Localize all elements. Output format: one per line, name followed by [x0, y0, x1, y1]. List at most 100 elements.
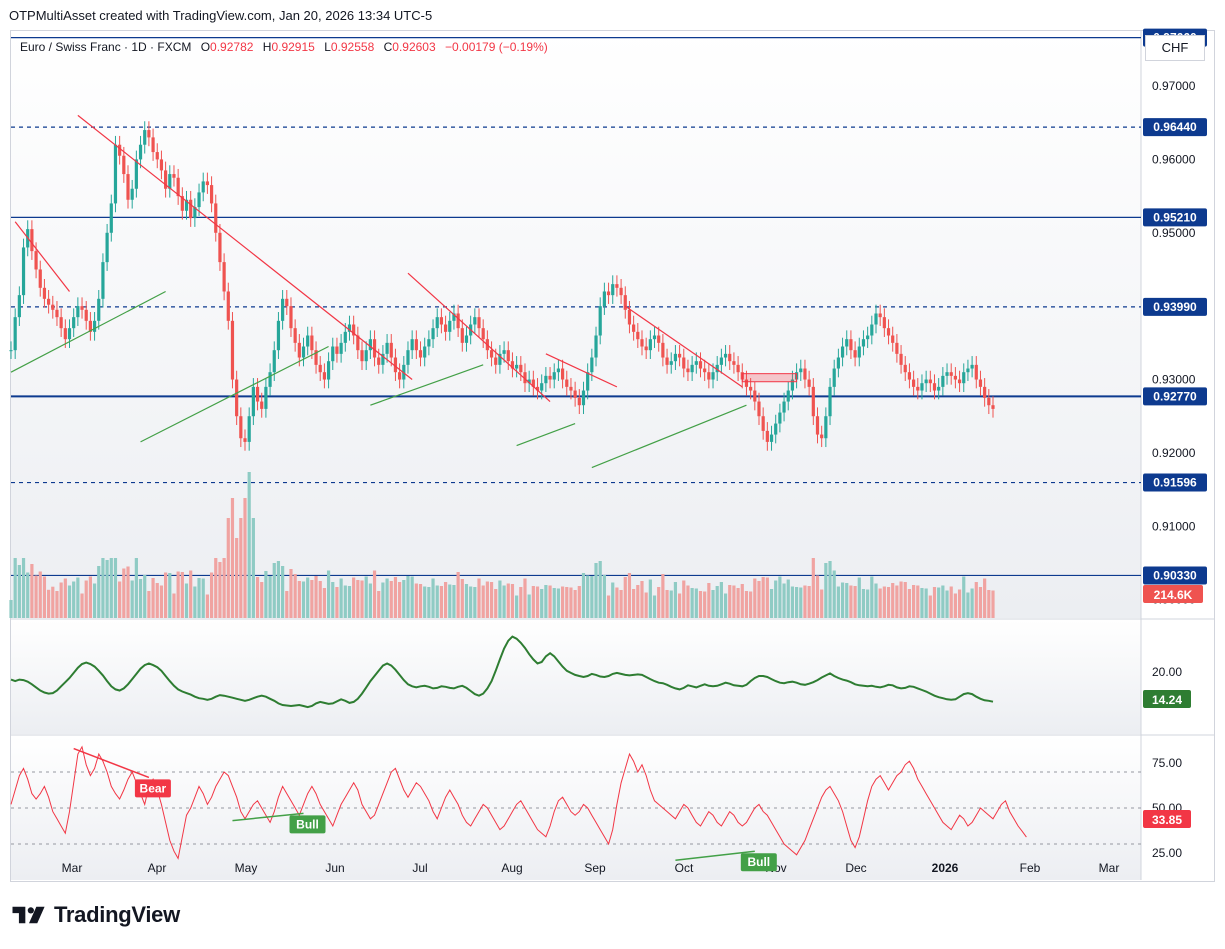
candle-body — [820, 434, 824, 439]
candle-body — [214, 203, 218, 233]
candle-body — [164, 170, 168, 189]
volume-bar — [113, 558, 118, 618]
candle-body — [84, 309, 88, 321]
volume-bar — [882, 586, 886, 618]
trendline — [407, 272, 551, 402]
candle-body — [778, 412, 782, 424]
candle-body — [560, 368, 565, 380]
volume-bar — [239, 518, 243, 618]
candle-body — [640, 339, 644, 347]
time-tick-label: Sep — [584, 861, 606, 875]
volume-bar — [515, 595, 519, 618]
candle-body — [690, 364, 694, 373]
candle-body — [456, 313, 460, 329]
time-tick-label: 2026 — [932, 861, 959, 875]
candle-body — [669, 361, 673, 365]
price-tick-label: 0.95000 — [1152, 226, 1196, 240]
candle-body — [857, 346, 861, 358]
candle-body — [577, 397, 581, 406]
volume-bar — [657, 587, 661, 618]
candle-body — [602, 291, 606, 307]
volume-bar — [870, 576, 874, 618]
volume-bar — [63, 578, 67, 618]
candle-body — [991, 405, 995, 409]
volume-bar — [172, 593, 176, 618]
candle-body — [67, 328, 72, 340]
candle-body — [661, 342, 665, 358]
candle-body — [941, 375, 945, 387]
symbol-name[interactable]: Euro / Swiss Franc · 1D · FXCM — [20, 40, 192, 54]
trendline — [624, 305, 743, 388]
volume-bar — [285, 591, 289, 618]
volume-bar — [736, 588, 740, 618]
volume-bar — [448, 584, 452, 618]
volume-bar — [138, 579, 143, 618]
candle-body — [983, 386, 987, 398]
volume-bar — [686, 585, 690, 618]
candle-body — [510, 361, 515, 369]
adx-line — [10, 635, 994, 709]
volume-bar — [761, 577, 765, 618]
candle-body — [853, 350, 857, 358]
trendline — [140, 345, 329, 443]
candle-body — [130, 188, 134, 200]
volume-bar — [72, 581, 76, 618]
volume-bar — [410, 576, 414, 618]
volume-bar — [682, 580, 686, 618]
volume-bar — [715, 586, 719, 618]
candle-body — [723, 353, 728, 358]
candle-body — [122, 155, 126, 175]
volume-bar — [30, 564, 34, 618]
candle-body — [569, 386, 573, 391]
volume-bar — [51, 586, 55, 618]
volume-bar — [807, 586, 811, 618]
candle-body — [974, 364, 978, 380]
candle-body — [803, 368, 807, 380]
candle-body — [736, 364, 740, 373]
volume-bar — [907, 589, 912, 618]
candle-body — [9, 350, 13, 352]
adx-pane-bg — [11, 620, 1141, 734]
candle-body — [815, 416, 820, 435]
candle-body — [143, 130, 147, 145]
attribution: OTPMultiAsset created with TradingView.c… — [9, 8, 433, 23]
volume-bar — [339, 578, 343, 618]
volume-bar — [477, 578, 481, 618]
candle-body — [134, 159, 138, 189]
candle-body — [573, 390, 577, 398]
candle-body — [235, 379, 239, 417]
price-tick-label: 0.97000 — [1152, 79, 1196, 93]
volume-bar — [189, 570, 193, 618]
volume-bar — [439, 586, 444, 618]
candle-body — [648, 339, 652, 351]
volume-bar — [443, 582, 448, 618]
volume-bar — [719, 582, 723, 618]
trendline — [370, 364, 484, 406]
volume-bar — [661, 574, 665, 618]
volume-bar — [398, 582, 402, 618]
currency-button[interactable]: CHF — [1145, 35, 1205, 61]
candle-body — [72, 317, 76, 329]
candle-body — [272, 350, 276, 373]
adx-badge — [1143, 690, 1191, 708]
candle-body — [489, 350, 494, 358]
candle-body — [565, 379, 569, 387]
volume-bar — [665, 590, 669, 618]
rsi-tick-label: 75.00 — [1152, 756, 1182, 770]
volume-bar — [565, 587, 569, 618]
candle-body — [945, 372, 949, 376]
candle-body — [473, 317, 477, 325]
candle-body — [916, 386, 920, 391]
candle-body — [398, 372, 402, 380]
volume-bar — [473, 587, 477, 618]
candle-body — [828, 386, 832, 417]
volume-bar — [786, 579, 790, 618]
volume-bar — [903, 582, 907, 618]
candle-body — [448, 320, 452, 332]
volume-bar — [598, 561, 602, 618]
candle-body — [644, 346, 648, 351]
trendline — [591, 404, 747, 469]
candle-body — [281, 298, 285, 321]
candle-body — [105, 232, 109, 263]
